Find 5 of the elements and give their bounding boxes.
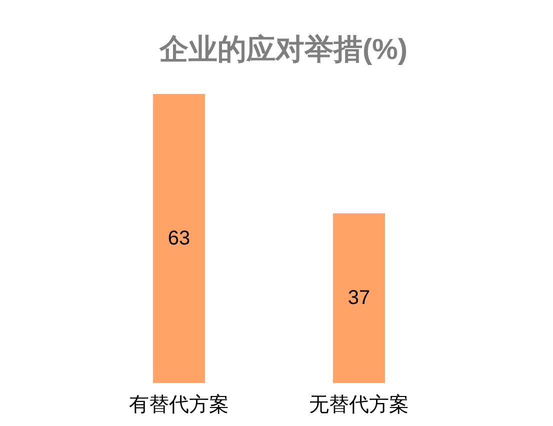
data-label: 63	[168, 228, 190, 250]
chart-title: 企业的应对举措(%)	[158, 33, 408, 66]
x-tick-label: 有替代方案	[129, 393, 229, 416]
data-label: 37	[348, 287, 370, 310]
x-tick-label: 无替代方案	[309, 393, 409, 416]
